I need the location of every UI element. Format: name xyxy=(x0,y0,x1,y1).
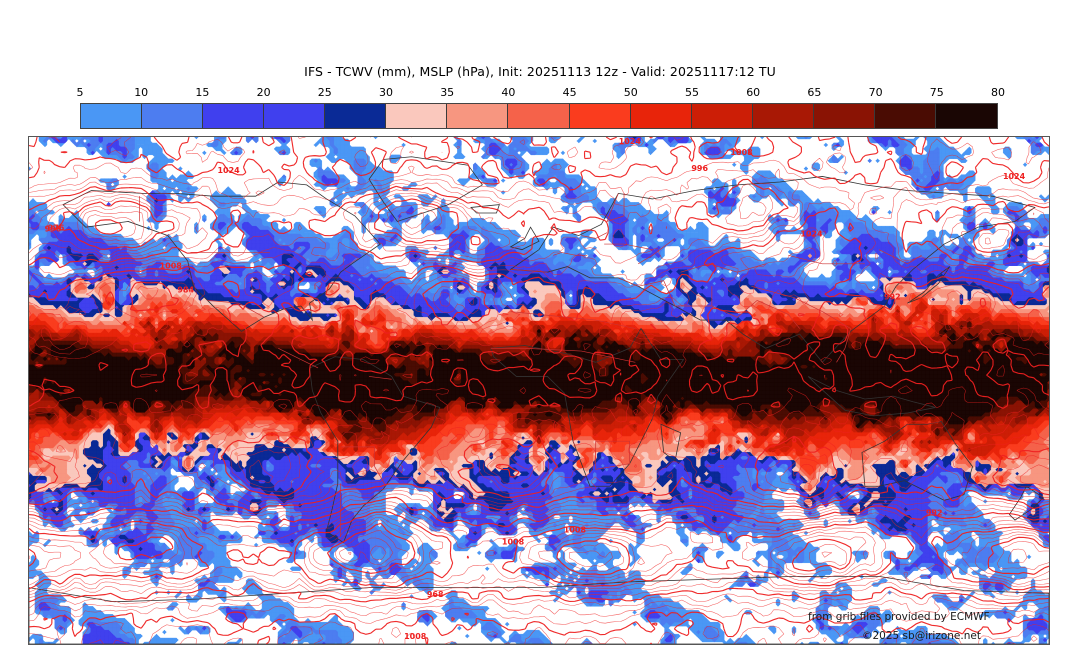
map-svg: 1024100899610241024976984100810081008992… xyxy=(29,137,1049,644)
page-title: IFS - TCWV (mm), MSLP (hPa), Init: 20251… xyxy=(0,64,1080,79)
colorbar-band-11 xyxy=(753,104,814,128)
isobar-label-1024-0: 1024 xyxy=(619,137,642,146)
isobar-label-1008-12: 1008 xyxy=(404,632,427,641)
isobar-label-996-2: 996 xyxy=(691,164,708,173)
colorbar-tick-40: 40 xyxy=(501,86,515,99)
isobar-label-992-10: 992 xyxy=(926,509,943,518)
colorbar-band-4 xyxy=(325,104,386,128)
isobar-label-1024-4: 1024 xyxy=(218,166,241,175)
isobar-label-1008-1: 1008 xyxy=(730,148,753,157)
colorbar-tick-75: 75 xyxy=(930,86,944,99)
source-credit: from grib files provided by ECMWF xyxy=(808,611,990,623)
colorbar-tick-35: 35 xyxy=(440,86,454,99)
colorbar-band-10 xyxy=(692,104,753,128)
map-canvas[interactable]: 1024 1008 996 1024 1024 976 984 1008 1008 1008 992… xyxy=(28,136,1050,645)
isobar-label-1024-3: 1024 xyxy=(1003,172,1026,181)
colorbar-band-3 xyxy=(264,104,325,128)
colorbar-band-7 xyxy=(508,104,569,128)
isobar-label-1008-9: 1008 xyxy=(502,537,525,546)
isobar-label-996-15: 996 xyxy=(45,225,62,234)
colorbar-bands xyxy=(80,103,998,129)
colorbar-band-5 xyxy=(386,104,447,128)
colorbar-tick-30: 30 xyxy=(379,86,393,99)
colorbar-band-8 xyxy=(570,104,631,128)
colorbar-tick-5: 5 xyxy=(77,86,84,99)
colorbar-band-6 xyxy=(447,104,508,128)
colorbar-tick-65: 65 xyxy=(807,86,821,99)
colorbar-tick-80: 80 xyxy=(991,86,1005,99)
isobar-label-984-6: 984 xyxy=(177,285,194,294)
colorbar-tick-10: 10 xyxy=(134,86,148,99)
colorbar-band-0 xyxy=(81,104,142,128)
colorbar-tick-15: 15 xyxy=(195,86,209,99)
colorbar: 5 10 15 20 25 30 35 40 45 50 55 60 65 70 75 80 xyxy=(80,103,998,129)
colorbar-band-1 xyxy=(142,104,203,128)
isobar-label-968-11: 968 xyxy=(427,590,444,599)
colorbar-tick-25: 25 xyxy=(318,86,332,99)
isobar-label-992-14: 992 xyxy=(884,292,901,301)
colorbar-tick-labels: 5 10 15 20 25 30 35 40 45 50 55 60 65 70 75 80 xyxy=(80,86,998,102)
isobar-label-1008-7: 1008 xyxy=(160,261,183,270)
isobar-label-1008-8: 1008 xyxy=(564,525,587,534)
copyright-credit: ©2025 sb@irizone.net xyxy=(862,630,981,642)
colorbar-band-13 xyxy=(875,104,936,128)
colorbar-band-2 xyxy=(203,104,264,128)
colorbar-band-14 xyxy=(936,104,997,128)
colorbar-tick-50: 50 xyxy=(624,86,638,99)
colorbar-tick-20: 20 xyxy=(257,86,271,99)
colorbar-tick-55: 55 xyxy=(685,86,699,99)
colorbar-tick-70: 70 xyxy=(869,86,883,99)
colorbar-tick-60: 60 xyxy=(746,86,760,99)
colorbar-tick-45: 45 xyxy=(563,86,577,99)
colorbar-band-9 xyxy=(631,104,692,128)
colorbar-band-12 xyxy=(814,104,875,128)
isobar-label-1024-13: 1024 xyxy=(800,230,823,239)
